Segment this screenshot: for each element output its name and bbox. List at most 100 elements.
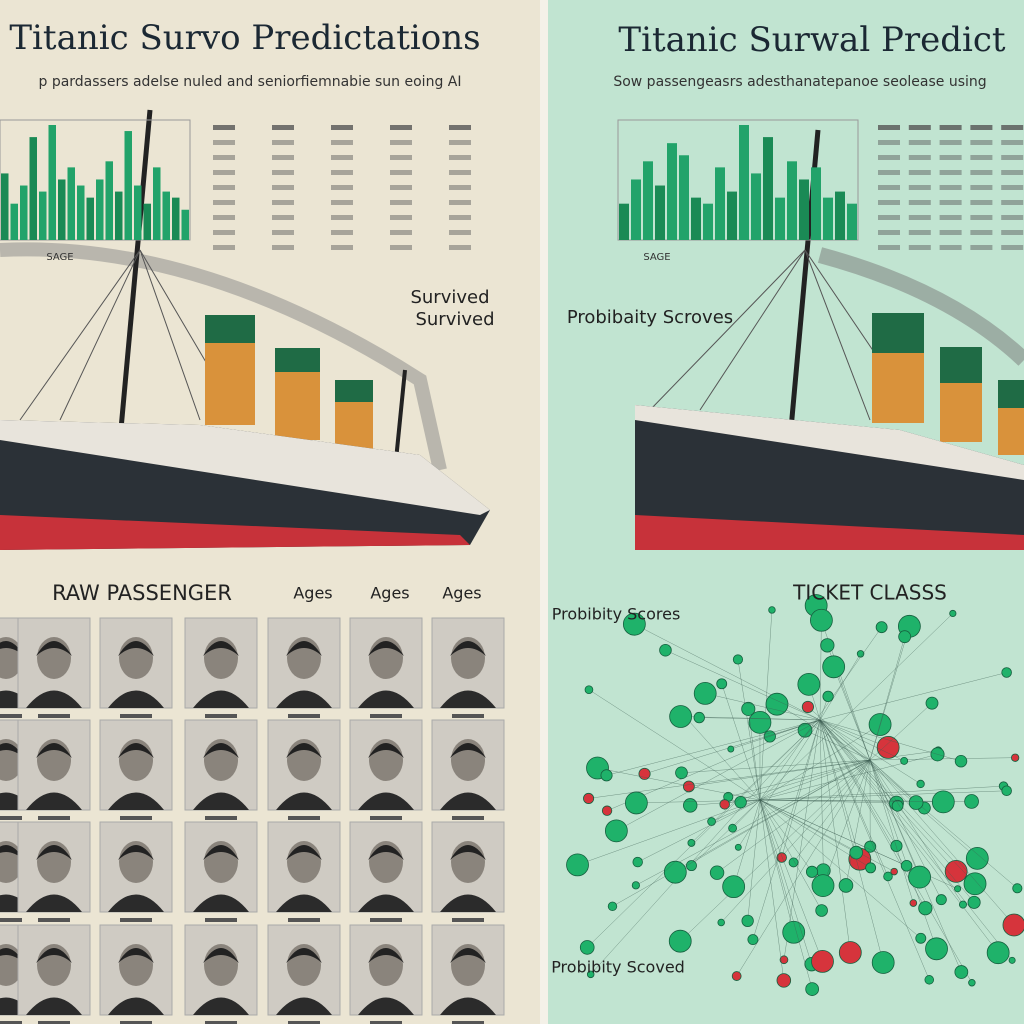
bar (115, 191, 123, 240)
subtitle: Sow passengeasrs adesthanatepanoe seolea… (613, 74, 986, 90)
table-cell (1001, 155, 1024, 160)
network-graph (566, 594, 1024, 996)
portrait-body (193, 690, 249, 708)
table-cell (908, 140, 931, 145)
edge (637, 799, 761, 863)
table-cell (908, 215, 931, 220)
table-cell (970, 230, 993, 235)
edge (759, 613, 954, 801)
edge (747, 799, 761, 921)
portrait-caption (288, 918, 320, 922)
edge (781, 719, 821, 858)
portrait-caption (120, 918, 152, 922)
node (865, 862, 877, 874)
edge (730, 719, 821, 750)
ship-label: Survived (415, 309, 494, 330)
portrait-hair (118, 948, 154, 963)
node (685, 860, 697, 872)
portrait-caption (452, 816, 484, 820)
node (964, 794, 979, 809)
divider (540, 0, 548, 1024)
bar (172, 197, 180, 240)
table-cell (449, 155, 471, 160)
table-cell (878, 170, 900, 175)
node (965, 846, 989, 870)
table-cell (331, 125, 353, 130)
node (822, 690, 834, 703)
portrait-hair (203, 743, 239, 758)
edge (759, 799, 897, 804)
node (986, 941, 1010, 965)
bar (181, 209, 189, 240)
column-label: Ages (293, 584, 332, 603)
table-cell (970, 245, 993, 250)
portrait-caption (452, 714, 484, 718)
portrait-caption (370, 816, 402, 820)
table-cell (939, 155, 962, 160)
table-cell (213, 170, 235, 175)
edge (819, 719, 962, 762)
edge (819, 719, 921, 785)
table-cell (449, 215, 471, 220)
table-cell (390, 230, 412, 235)
table-cell (908, 125, 931, 130)
portrait-body (440, 894, 496, 912)
portrait-caption (288, 1021, 320, 1024)
table-cell (970, 185, 993, 190)
node (734, 796, 747, 809)
chart-frame (617, 119, 859, 241)
portrait-body (276, 792, 332, 810)
portrait-body (26, 690, 82, 708)
node (604, 819, 628, 843)
table-cell (272, 200, 294, 205)
table-cell (939, 140, 962, 145)
table-cell (331, 200, 353, 205)
edge (724, 759, 871, 805)
edge (588, 689, 761, 801)
edge (721, 683, 761, 801)
title: Titanic Survo Predictations (9, 18, 480, 58)
bar (787, 161, 797, 240)
portrait-body (440, 792, 496, 810)
portrait-body (358, 894, 414, 912)
table-cell (390, 125, 412, 130)
table-cell (878, 215, 900, 220)
table-cell (449, 125, 471, 130)
bar (835, 191, 845, 240)
table-cell (939, 125, 962, 130)
portrait-caption (38, 714, 70, 718)
node (776, 852, 787, 863)
table-cell (390, 200, 412, 205)
portrait-body (358, 997, 414, 1015)
table-cell (939, 200, 962, 205)
node (900, 756, 909, 765)
table-cell (970, 125, 993, 130)
table-cell (970, 170, 993, 175)
portrait-hair (203, 845, 239, 860)
node (918, 901, 933, 916)
edge (675, 759, 871, 873)
portrait-body (276, 894, 332, 912)
node (954, 754, 968, 768)
portrait-body (193, 792, 249, 810)
chart-label: SAGE (46, 252, 73, 263)
edge (748, 708, 761, 801)
edge (759, 799, 907, 866)
portrait-caption (120, 714, 152, 718)
data-tables (213, 125, 1024, 250)
table-cell (908, 230, 931, 235)
portrait-caption (0, 918, 22, 922)
table-cell (331, 170, 353, 175)
scores-label: Probibity Scoved (551, 958, 685, 977)
table-cell (1001, 140, 1024, 145)
edge (759, 799, 895, 872)
table-cell (908, 185, 931, 190)
node (900, 860, 913, 872)
node (924, 975, 935, 985)
table-cell (1001, 215, 1024, 220)
node (719, 799, 730, 810)
node (954, 885, 962, 893)
table-cell (878, 155, 900, 160)
edge (759, 799, 785, 981)
node (768, 606, 776, 614)
